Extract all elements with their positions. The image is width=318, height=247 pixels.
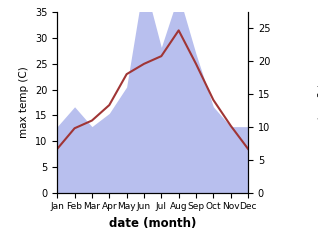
Y-axis label: max temp (C): max temp (C) [19,67,30,138]
Y-axis label: med. precipitation
(kg/m2): med. precipitation (kg/m2) [315,58,318,147]
X-axis label: date (month): date (month) [109,217,196,230]
